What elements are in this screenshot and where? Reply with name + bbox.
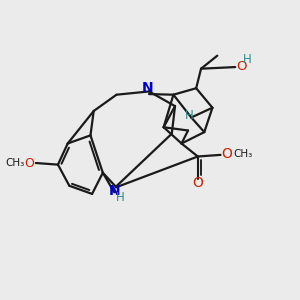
Text: O: O bbox=[25, 157, 34, 169]
Text: N: N bbox=[108, 184, 120, 198]
Text: O: O bbox=[236, 60, 246, 73]
Text: N: N bbox=[142, 81, 153, 95]
Text: O: O bbox=[221, 147, 233, 161]
Text: CH₃: CH₃ bbox=[233, 149, 252, 159]
Text: H: H bbox=[184, 110, 194, 122]
Text: H: H bbox=[116, 191, 125, 204]
Text: H: H bbox=[243, 53, 252, 66]
Text: O: O bbox=[193, 176, 204, 190]
Text: CH₃: CH₃ bbox=[5, 158, 25, 168]
